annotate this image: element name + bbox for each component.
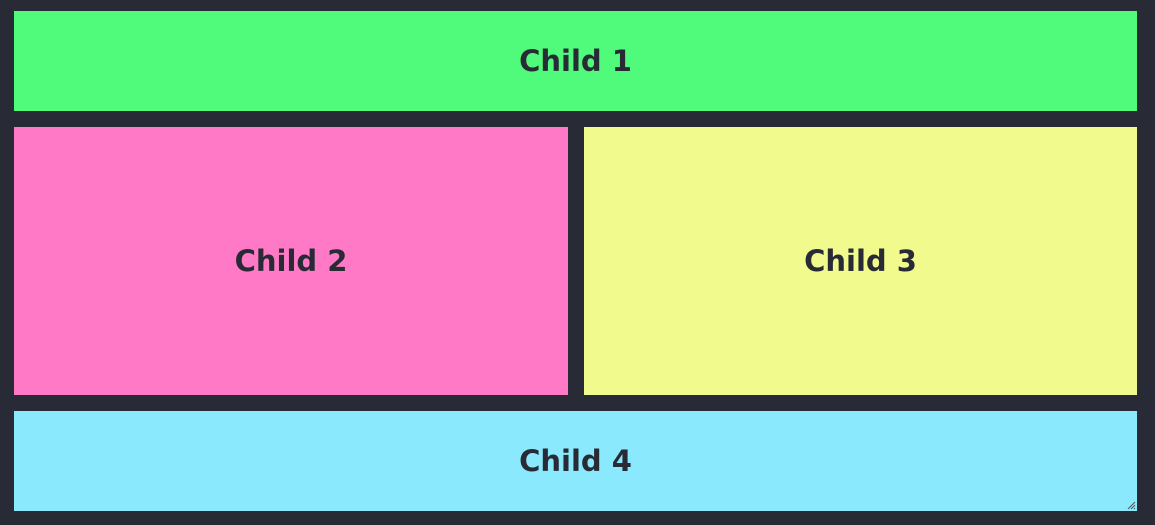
child-4-box[interactable]: Child 4 [14, 411, 1137, 511]
child-1-label: Child 1 [519, 44, 632, 78]
child-4-label: Child 4 [519, 444, 632, 478]
child-3-box: Child 3 [584, 127, 1137, 395]
child-3-label: Child 3 [804, 244, 917, 278]
child-2-box: Child 2 [14, 127, 568, 395]
child-1-box: Child 1 [14, 11, 1137, 111]
child-2-label: Child 2 [234, 244, 348, 278]
resize-grip-icon[interactable] [1126, 500, 1136, 510]
